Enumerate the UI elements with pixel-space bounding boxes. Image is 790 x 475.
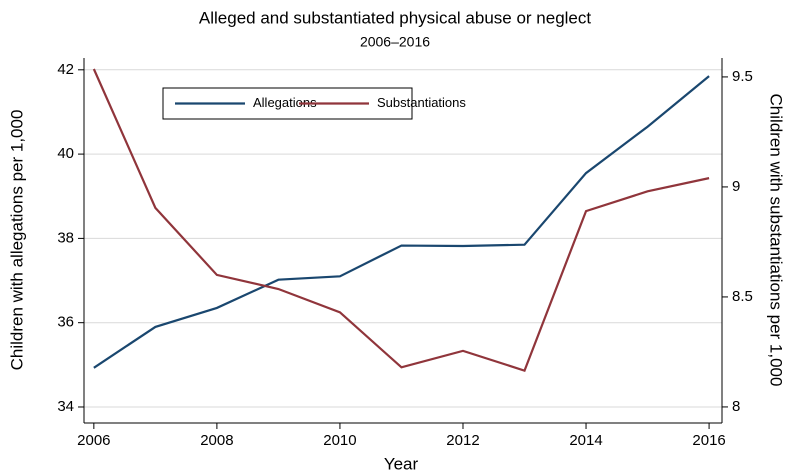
legend-label: Allegations — [253, 95, 317, 110]
y2-tick-label: 8 — [732, 398, 740, 415]
y2-tick-label: 8.5 — [732, 288, 753, 305]
y-tick-label: 36 — [57, 314, 74, 331]
x-tick-label: 2012 — [446, 432, 479, 449]
y-tick-label: 34 — [57, 398, 74, 415]
y-tick-label: 40 — [57, 145, 74, 162]
x-tick-label: 2008 — [200, 432, 233, 449]
y-tick-label: 42 — [57, 61, 74, 78]
line-series — [93, 75, 710, 369]
x-tick-label: 2014 — [569, 432, 602, 449]
chart-subtitle: 2006–2016 — [360, 34, 430, 50]
y-tick-label: 38 — [57, 229, 74, 246]
x-axis-label: Year — [384, 454, 419, 473]
chart-title: Alleged and substantiated physical abuse… — [199, 8, 591, 27]
y2-tick-label: 9.5 — [732, 68, 753, 85]
x-tick-label: 2006 — [77, 432, 110, 449]
line-series — [92, 68, 710, 373]
x-tick-label: 2010 — [323, 432, 356, 449]
x-tick-label: 2016 — [692, 432, 725, 449]
y-axis-label: Children with allegations per 1,000 — [7, 110, 26, 371]
legend-label: Substantiations — [377, 95, 466, 110]
y2-tick-label: 9 — [732, 178, 740, 195]
y2-axis-label: Children with substantiations per 1,000 — [767, 94, 786, 387]
